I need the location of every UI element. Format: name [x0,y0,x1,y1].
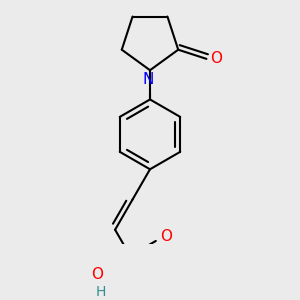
Text: O: O [210,51,222,66]
Text: H: H [96,285,106,299]
Text: O: O [160,229,172,244]
Text: N: N [143,72,154,87]
Text: O: O [92,267,104,282]
